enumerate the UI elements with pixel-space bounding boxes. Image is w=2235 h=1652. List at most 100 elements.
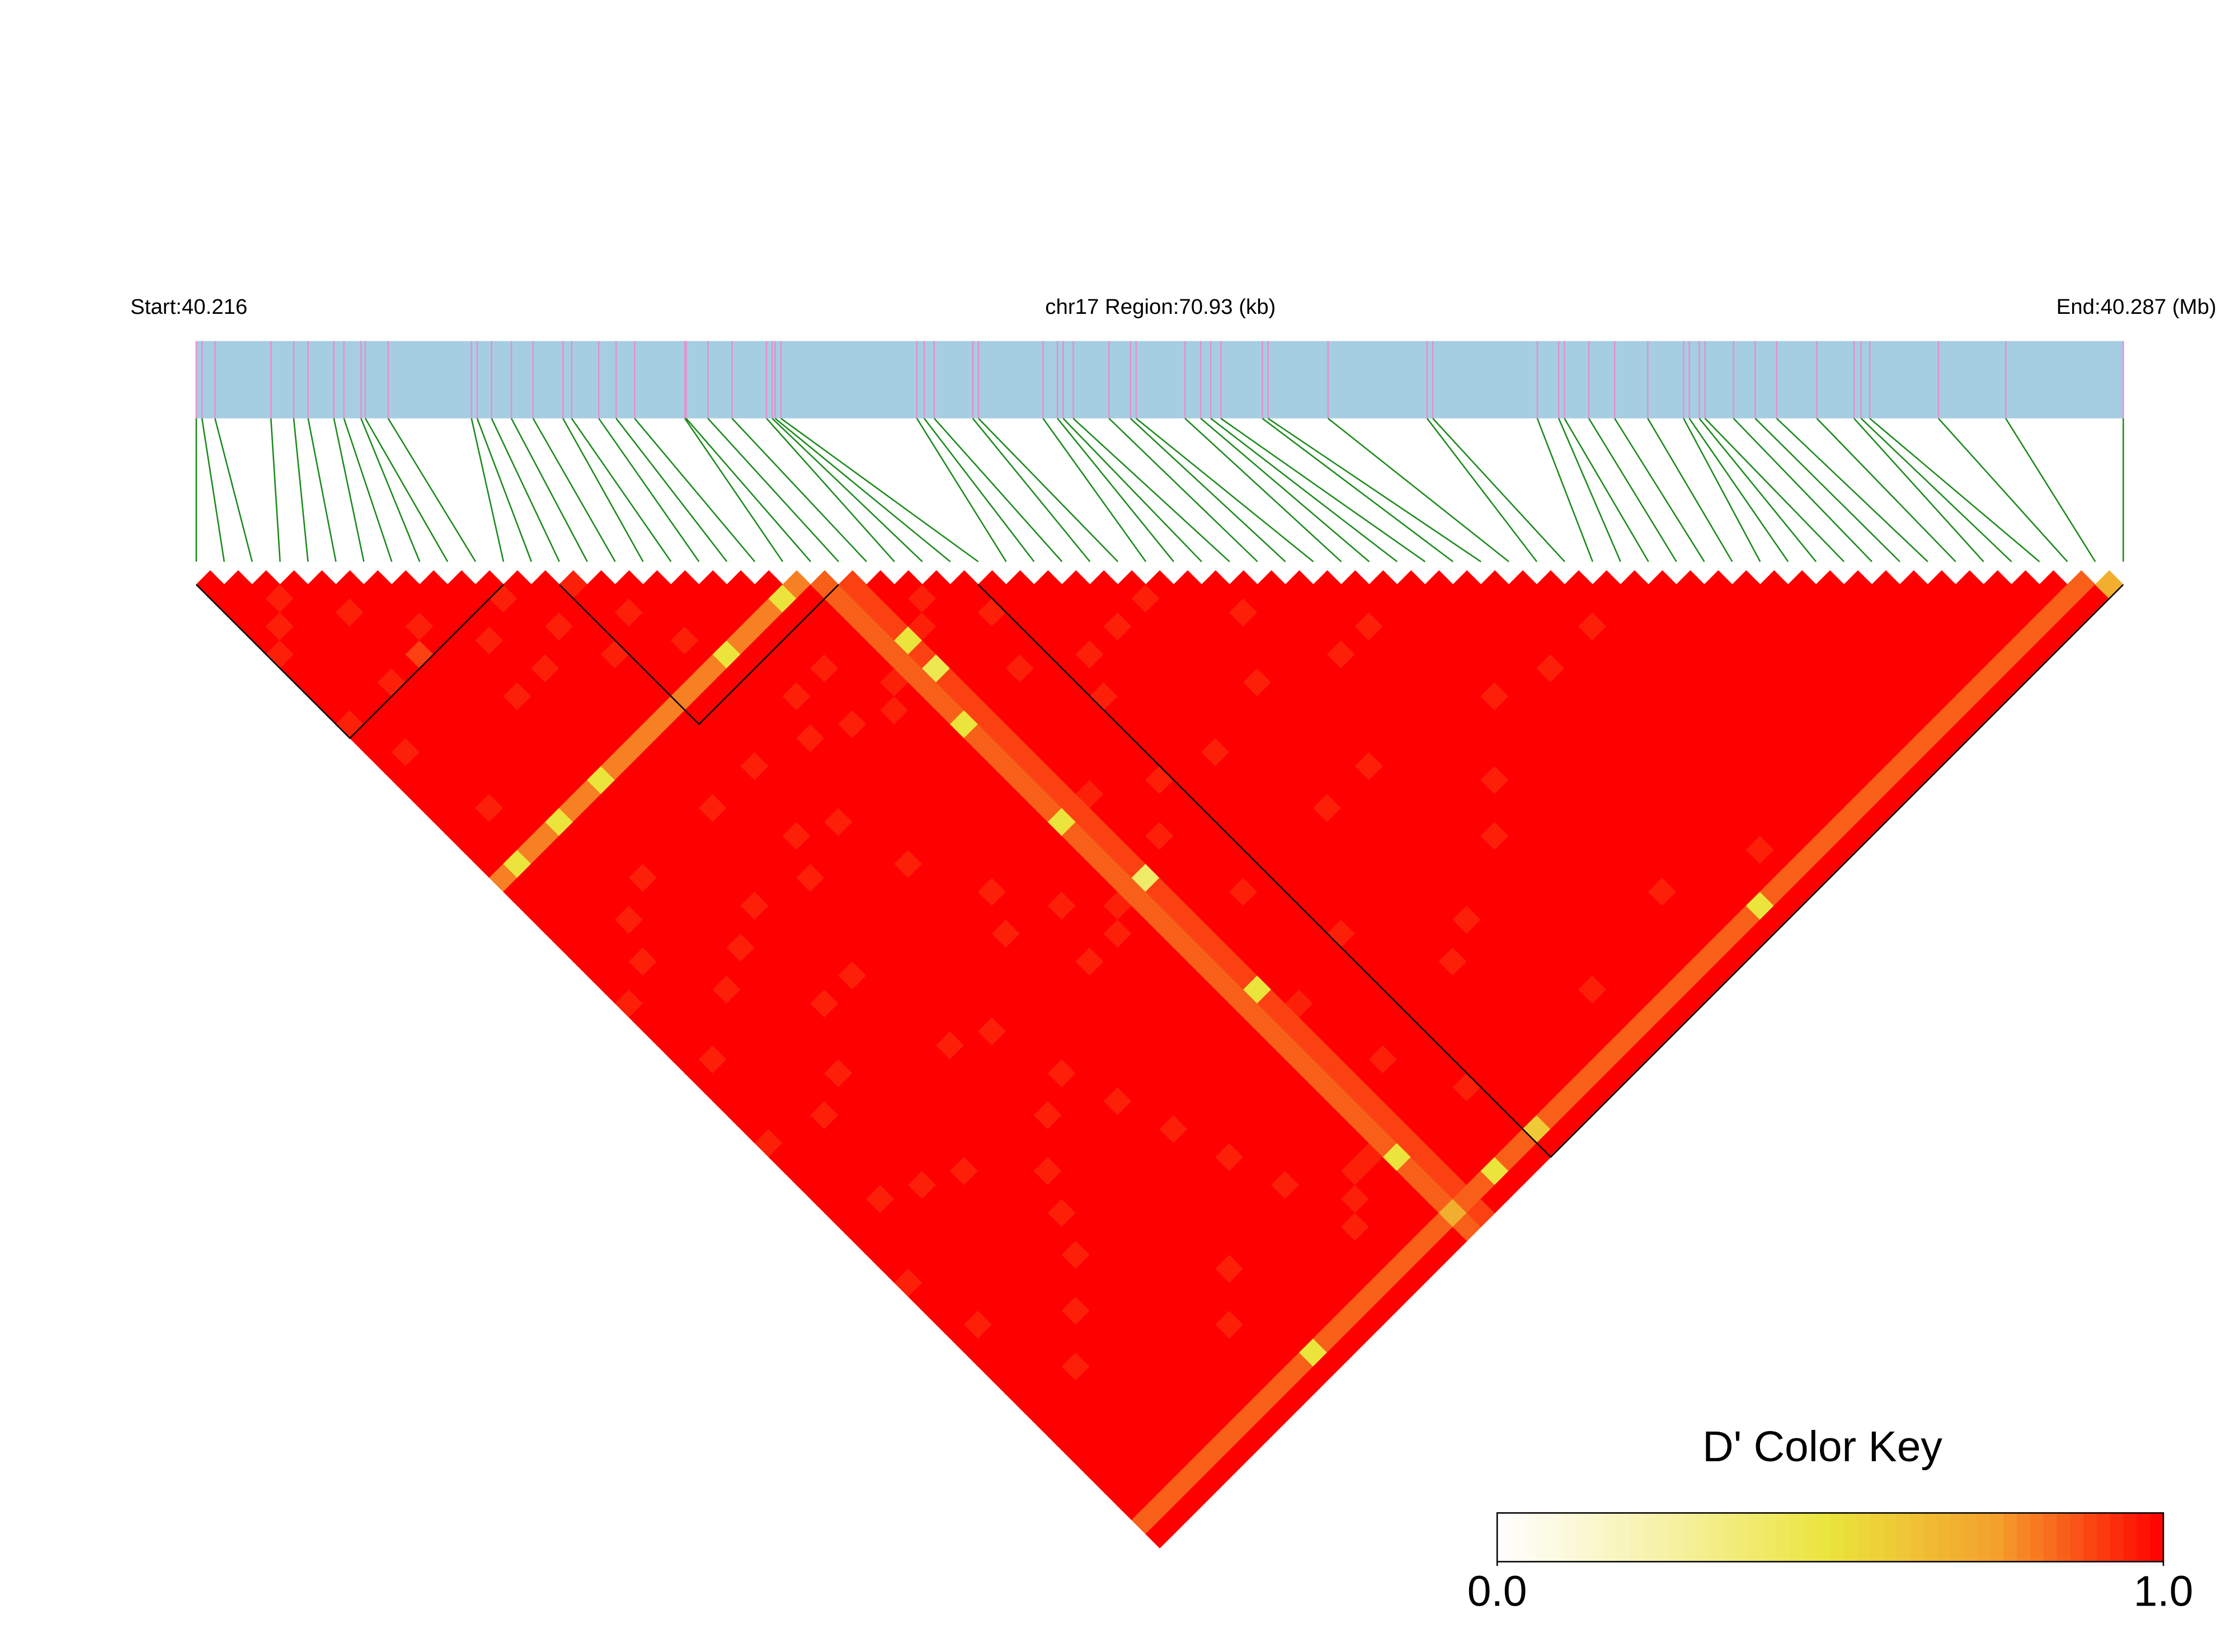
snp-link xyxy=(1057,418,1175,562)
color-key-step xyxy=(2110,1513,2124,1562)
color-key-step xyxy=(1777,1513,1791,1562)
snp-link xyxy=(1130,417,1286,562)
color-key-step xyxy=(1790,1513,1804,1562)
color-key-step xyxy=(1750,1513,1765,1562)
snp-link xyxy=(470,418,505,562)
color-key-step xyxy=(1817,1513,1831,1562)
snp-link xyxy=(360,418,421,562)
color-key-step xyxy=(2096,1513,2111,1562)
color-key-step xyxy=(1630,1513,1644,1562)
snp-link xyxy=(2005,418,2096,562)
snp-link xyxy=(771,417,923,562)
snp-link xyxy=(707,418,839,562)
snp-link xyxy=(1688,418,1789,562)
snp-link xyxy=(1588,418,1677,562)
color-key-step xyxy=(1977,1513,1991,1562)
color-key-step xyxy=(1590,1513,1605,1562)
snp-link xyxy=(972,418,1091,562)
color-key-step xyxy=(1644,1513,1658,1562)
color-key-step xyxy=(1937,1513,1951,1562)
snp-link xyxy=(214,418,253,562)
snp-link xyxy=(201,418,225,562)
block-outline xyxy=(558,584,839,726)
snp-link xyxy=(1210,417,1398,563)
snp-link xyxy=(1733,418,1872,562)
snp-link xyxy=(978,418,1119,562)
snp-link xyxy=(766,418,895,562)
color-key-step xyxy=(2043,1513,2058,1562)
color-key-step xyxy=(1843,1513,1857,1562)
snp-link xyxy=(1108,418,1258,562)
color-key-title: D' Color Key xyxy=(1702,1423,1942,1471)
color-key-step xyxy=(1550,1513,1564,1562)
snp-link xyxy=(293,418,309,562)
color-key-step xyxy=(1510,1513,1524,1562)
color-key-step xyxy=(2030,1513,2044,1562)
snp-link xyxy=(1426,418,1537,562)
color-key-step xyxy=(1830,1513,1845,1562)
block-outline xyxy=(195,584,504,740)
snp-link xyxy=(532,418,616,562)
color-key-step xyxy=(1737,1513,1751,1562)
snp-link xyxy=(1698,418,1817,562)
color-key-step xyxy=(1857,1513,1871,1562)
color-key-step xyxy=(1564,1513,1578,1562)
snp-link xyxy=(923,418,1035,562)
color-key-tick-label: 0.0 xyxy=(1467,1568,1527,1616)
snp-link xyxy=(780,417,979,563)
ld-cells xyxy=(196,570,2124,1549)
snp-link xyxy=(1262,417,1453,563)
position-bar xyxy=(196,341,2124,418)
snp-link xyxy=(1937,418,2068,562)
color-key-step xyxy=(1910,1513,1925,1562)
snp-link xyxy=(1683,418,1761,562)
color-key-step xyxy=(2016,1513,2031,1562)
snp-link xyxy=(476,418,533,562)
snp-link xyxy=(933,418,1063,562)
region-label: chr17 Region:70.93 (kb) xyxy=(1045,295,1276,319)
color-key-step xyxy=(1963,1513,1978,1562)
snp-link xyxy=(1869,417,2040,562)
color-key-step xyxy=(1497,1513,1511,1562)
snp-link xyxy=(1328,417,1509,563)
snp-link xyxy=(731,418,867,562)
snp-link xyxy=(615,418,728,562)
snp-link xyxy=(1776,417,1928,562)
color-key-step xyxy=(2057,1513,2071,1562)
snp-link xyxy=(571,418,672,562)
snp-link xyxy=(1042,418,1147,562)
snp-link xyxy=(1853,418,1984,562)
color-key-step xyxy=(1710,1513,1724,1562)
color-key-step xyxy=(1537,1513,1551,1562)
color-key-step xyxy=(1803,1513,1818,1562)
color-key-step xyxy=(1577,1513,1591,1562)
color-key-step xyxy=(2070,1513,2084,1562)
snp-link xyxy=(1536,418,1593,562)
snp-link xyxy=(774,417,951,563)
snp-link xyxy=(510,418,588,562)
color-key-step xyxy=(1697,1513,1711,1562)
color-key-step xyxy=(1883,1513,1898,1562)
snp-link xyxy=(685,418,812,562)
snp-link xyxy=(491,418,560,562)
color-key-step xyxy=(1724,1513,1738,1562)
snp-link xyxy=(634,418,756,562)
snp-link xyxy=(1136,417,1314,563)
color-key-step xyxy=(1523,1513,1538,1562)
snp-link xyxy=(270,418,281,562)
color-key-step xyxy=(2123,1513,2138,1562)
color-key-step xyxy=(2003,1513,2017,1562)
snp-link xyxy=(387,418,477,562)
snp-link xyxy=(1267,417,1481,563)
color-key-step xyxy=(2137,1513,2151,1562)
start-label: Start:40.216 xyxy=(130,295,247,319)
color-key-tick-label: 1.0 xyxy=(2134,1568,2194,1616)
snp-link xyxy=(1220,417,1426,563)
color-key-step xyxy=(1657,1513,1671,1562)
color-key-step xyxy=(1763,1513,1778,1562)
snp-link xyxy=(1062,418,1202,562)
snp-link xyxy=(1816,418,1956,562)
snp-link xyxy=(333,418,365,562)
color-key-step xyxy=(1990,1513,2004,1562)
